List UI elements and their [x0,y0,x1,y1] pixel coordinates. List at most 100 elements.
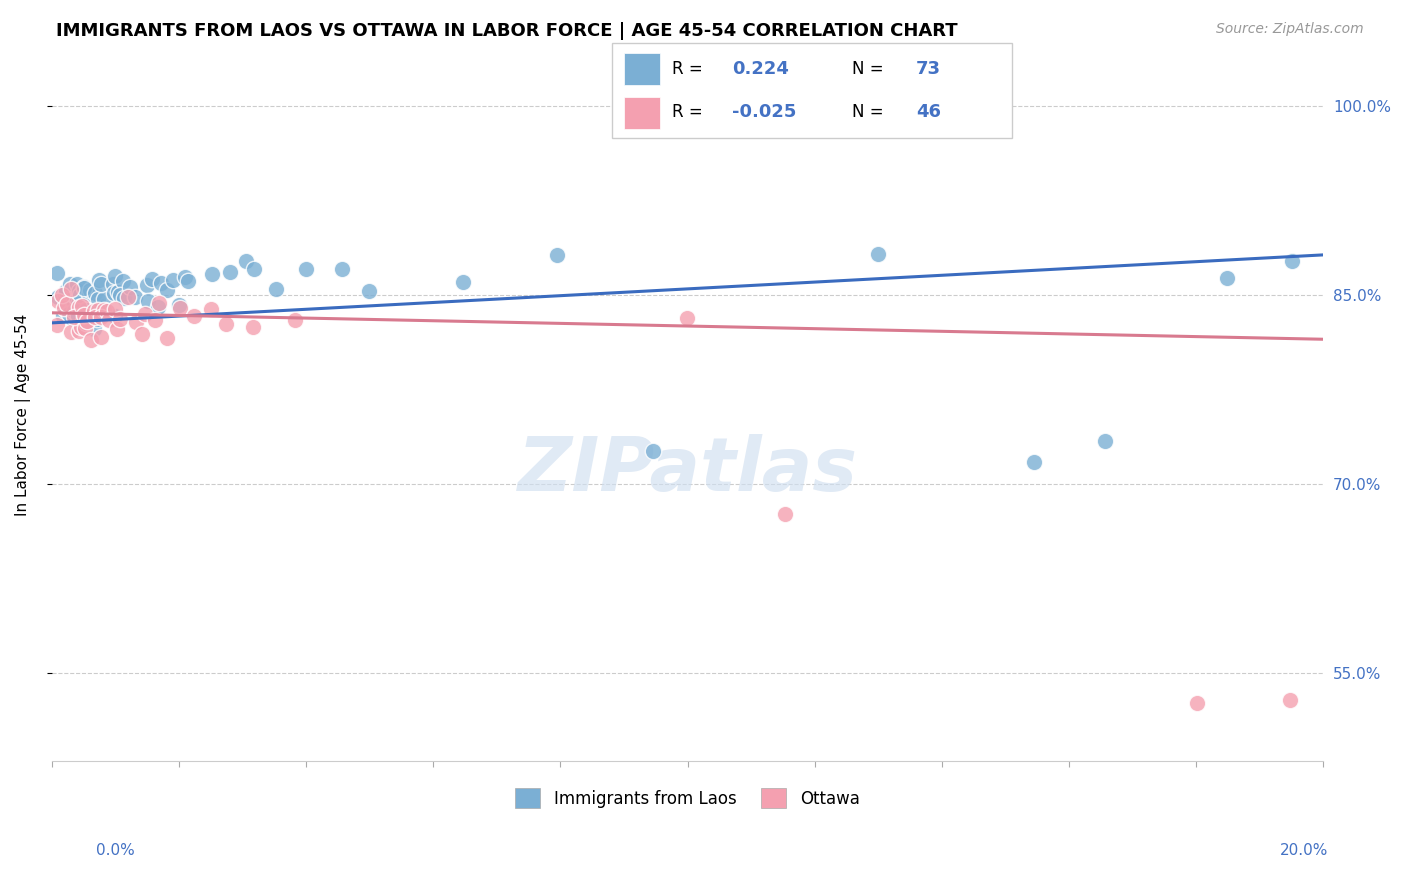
Point [134,307,156,321]
Point [136,293,159,308]
Legend: Immigrants from Laos, Ottawa: Immigrants from Laos, Ottawa [509,781,866,815]
Point [72,314,94,328]
Point [235,253,257,268]
Point [103,286,125,301]
Point [46,289,69,303]
Point [86,312,108,326]
Text: N =: N = [852,103,883,121]
Point [215,317,238,331]
Point [66,297,89,311]
Point [75,302,97,317]
Point [118,279,141,293]
Point [79,283,101,297]
Point [141,271,163,285]
Point [53,301,76,316]
Point [46,266,69,280]
FancyBboxPatch shape [624,97,659,128]
Point [98,313,121,327]
Point [87,298,110,312]
Point [117,290,139,304]
Point [70,299,93,313]
Point [135,278,157,293]
Point [155,283,177,297]
Point [51,309,73,323]
Point [62,303,84,318]
Point [90,329,112,343]
Point [177,274,200,288]
Point [96,304,118,318]
Point [87,302,110,317]
Point [101,277,124,292]
Point [148,296,170,310]
Point [1281,253,1303,268]
Point [58,307,80,321]
Point [90,277,112,292]
Text: -0.025: -0.025 [731,103,796,121]
Point [105,322,128,336]
Point [62,310,84,325]
Point [1024,455,1046,469]
Point [66,293,89,307]
Point [201,267,224,281]
Point [83,303,105,318]
Point [63,310,86,324]
Point [90,310,112,325]
Point [1216,270,1239,285]
Point [69,319,91,334]
Point [76,301,98,316]
Point [104,301,127,316]
Point [773,508,796,522]
Point [55,284,77,298]
Point [295,261,318,276]
Text: 0.224: 0.224 [731,60,789,78]
Point [330,262,353,277]
Point [80,333,103,347]
Point [1279,693,1302,707]
Point [59,326,82,340]
Point [866,247,889,261]
Text: 46: 46 [917,103,941,121]
Point [62,295,84,310]
Text: ZIPatlas: ZIPatlas [517,434,858,507]
Point [264,282,287,296]
Point [67,324,90,338]
Text: R =: R = [672,103,703,121]
Point [143,313,166,327]
Point [1185,697,1208,711]
Point [77,316,100,330]
Point [84,285,107,300]
Point [76,314,98,328]
Text: 0.0%: 0.0% [96,843,135,858]
Point [46,293,69,308]
Point [75,310,97,324]
Point [59,277,82,291]
Point [131,327,153,342]
Point [69,288,91,302]
Point [83,322,105,336]
Point [162,272,184,286]
Point [107,285,129,299]
Point [94,303,117,318]
Point [73,281,96,295]
Point [451,275,474,289]
Point [643,443,665,458]
Point [67,300,90,314]
Point [218,265,240,279]
Y-axis label: In Labor Force | Age 45-54: In Labor Force | Age 45-54 [15,314,31,516]
Point [93,292,115,306]
Point [284,312,307,326]
Point [73,280,96,294]
Point [75,321,97,335]
Text: 73: 73 [917,60,941,78]
Point [65,277,87,292]
Point [51,287,73,301]
Point [73,308,96,322]
Point [60,292,83,306]
Point [112,275,135,289]
Point [51,292,73,306]
Text: IMMIGRANTS FROM LAOS VS OTTAWA IN LABOR FORCE | AGE 45-54 CORRELATION CHART: IMMIGRANTS FROM LAOS VS OTTAWA IN LABOR … [56,22,957,40]
Point [242,319,264,334]
Point [59,282,82,296]
Point [183,309,205,323]
Point [357,284,380,298]
